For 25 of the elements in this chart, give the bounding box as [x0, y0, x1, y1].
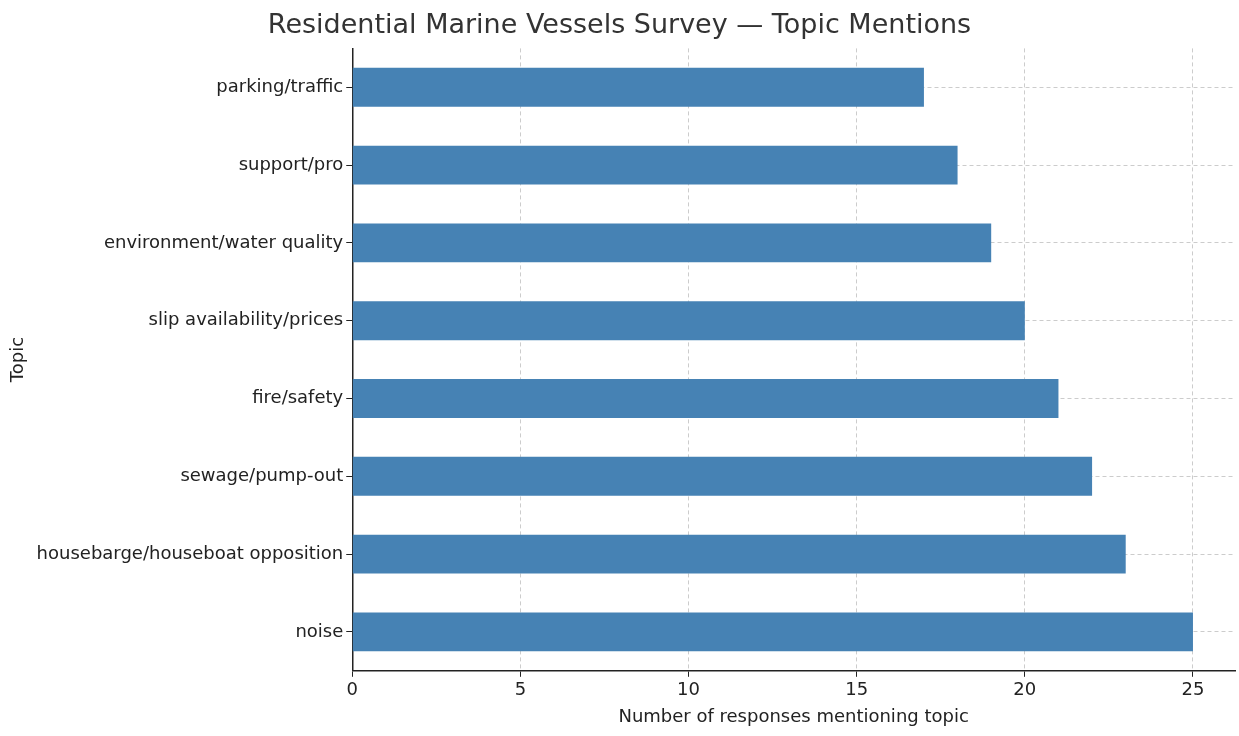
y-tick-label: sewage/pump-out — [180, 463, 344, 485]
y-tick-label: housebarge/houseboat opposition — [36, 541, 344, 563]
x-tick-label: 0 — [346, 678, 358, 700]
y-tick-label: parking/traffic — [216, 74, 344, 96]
x-tick-label: 5 — [514, 678, 527, 700]
x-axis-title: Number of responses mentioning topic — [618, 704, 969, 726]
y-tick-label: support/pro — [238, 152, 344, 174]
x-tick-label: 10 — [677, 678, 700, 700]
bar — [352, 612, 1193, 652]
y-tick-label: environment/water quality — [103, 230, 344, 252]
bar — [352, 534, 1126, 574]
chart-title: Residential Marine Vessels Survey — Topic Mentions — [267, 8, 972, 40]
bar — [352, 456, 1093, 496]
bar — [352, 67, 924, 107]
y-tick-label: slip availability/prices — [148, 308, 344, 330]
x-tick-label: 25 — [1181, 678, 1205, 700]
y-axis-title: Topic — [6, 336, 28, 384]
bar — [352, 379, 1059, 418]
bar — [352, 145, 958, 185]
bar — [352, 223, 992, 263]
x-tick-label: 20 — [1013, 678, 1037, 700]
y-tick-label: noise — [295, 619, 344, 641]
bar — [352, 301, 1025, 341]
x-tick-label: 15 — [845, 678, 869, 700]
y-tick-label: fire/safety — [252, 386, 344, 408]
